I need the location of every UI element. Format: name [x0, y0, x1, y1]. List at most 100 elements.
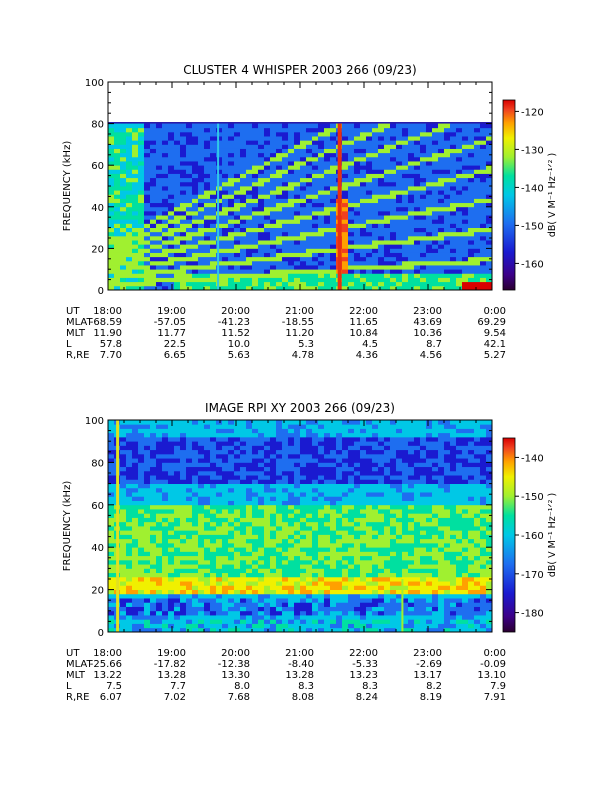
spectrogram-cell: [270, 581, 277, 586]
spectrogram-cell: [162, 136, 169, 141]
spectrogram-cell: [366, 281, 373, 287]
spectrogram-cell: [162, 534, 169, 540]
spectrogram-cell: [324, 206, 331, 212]
spectrogram-cell: [198, 269, 205, 274]
spectrogram-cell: [450, 152, 457, 158]
spectrogram-cell: [174, 581, 181, 586]
spectrogram-cell: [240, 144, 247, 149]
spectrogram-cell: [186, 210, 193, 216]
spectrogram-cell: [318, 240, 325, 245]
spectrogram-cell: [252, 581, 259, 586]
spectrogram-cell: [234, 248, 241, 253]
spectrogram-cell: [276, 504, 283, 510]
spectrogram-cell: [264, 281, 271, 287]
spectrogram-cell: [138, 576, 145, 582]
spectrogram-cell: [300, 555, 307, 561]
spectrogram-cell: [108, 466, 115, 472]
spectrogram-cell: [276, 492, 283, 497]
spectrogram-cell: [156, 610, 163, 616]
spectrogram-cell: [354, 513, 361, 518]
spectrogram-cell: [318, 466, 325, 472]
spectrogram-cell: [360, 169, 367, 174]
spectrogram-cell: [360, 500, 367, 506]
spectrogram-cell: [480, 256, 487, 262]
spectrogram-cell: [210, 619, 217, 624]
spectrogram-cell: [324, 470, 331, 476]
spectrogram-cell: [378, 235, 385, 241]
spectrogram-cell: [174, 619, 181, 624]
spectrogram-cell: [258, 285, 265, 291]
spectrogram-cell: [216, 479, 223, 484]
spectrogram-cell: [144, 420, 151, 425]
spectrogram-cell: [480, 173, 487, 179]
spectrogram-cell: [186, 428, 193, 434]
spectrogram-cell: [420, 144, 427, 149]
spectrogram-cell: [120, 606, 127, 612]
spectrogram-cell: [132, 627, 139, 633]
spectrogram-cell: [150, 190, 157, 195]
spectrogram-cell: [144, 492, 151, 497]
spectrogram-cell: [144, 547, 151, 552]
spectrogram-cell: [228, 235, 235, 241]
spectrogram-cell: [378, 555, 385, 561]
spectrogram-cell: [432, 202, 439, 208]
spectrogram-cell: [264, 453, 271, 459]
spectrogram-cell: [324, 156, 331, 162]
spectrogram-cell: [408, 131, 415, 137]
spectrogram-cell: [192, 420, 199, 425]
spectrogram-cell: [414, 202, 421, 208]
spectrogram-cell: [240, 181, 247, 187]
spectrogram-cell: [372, 248, 379, 253]
spectrogram-cell: [138, 585, 145, 590]
spectrogram-cell: [360, 538, 367, 544]
spectrogram-cell: [480, 215, 487, 220]
spectrogram-cell: [300, 441, 307, 446]
spectrogram-cell: [342, 593, 349, 599]
spectrogram-cell: [150, 564, 157, 569]
ephemeris-value: 20:00: [221, 306, 250, 317]
spectrogram-cell: [132, 123, 139, 129]
spectrogram-cell: [144, 576, 151, 582]
spectrogram-cell: [372, 572, 379, 578]
spectrogram-cell: [354, 534, 361, 540]
spectrogram-cell: [294, 436, 301, 442]
spectrogram-cell: [192, 534, 199, 540]
spectrogram-cell: [390, 123, 397, 129]
spectrogram-cell: [444, 240, 451, 245]
spectrogram-cell: [312, 252, 319, 258]
spectrogram-cell: [126, 610, 133, 616]
spectrogram-cell: [168, 593, 175, 599]
spectrogram-cell: [162, 542, 169, 548]
spectrogram-cell: [192, 202, 199, 208]
spectrogram-cell: [306, 136, 313, 141]
spectrogram-cell: [204, 177, 211, 183]
spectrogram-cell: [264, 161, 271, 166]
spectrogram-cell: [174, 542, 181, 548]
spectrogram-cell: [294, 564, 301, 569]
spectrogram-cell: [168, 504, 175, 510]
spectrogram-cell: [324, 186, 331, 191]
spectrogram-cell: [186, 475, 193, 480]
spectrogram-cell: [162, 152, 169, 158]
spectrogram-cell: [162, 610, 169, 616]
spectrogram-cell: [450, 194, 457, 199]
spectrogram-cell: [444, 269, 451, 274]
spectrogram-cell: [462, 252, 469, 258]
spectrogram-cell: [324, 589, 331, 595]
spectrogram-cell: [366, 248, 373, 253]
spectrogram-cell: [258, 509, 265, 514]
spectrogram-cell: [318, 547, 325, 552]
spectrogram-cell: [276, 572, 283, 578]
spectrogram-cell: [180, 610, 187, 616]
spectrogram-cell: [138, 244, 145, 249]
spectrogram-cell: [162, 227, 169, 233]
spectrogram-cell: [324, 277, 331, 283]
spectrogram-cell: [192, 526, 199, 531]
spectrogram-cell: [288, 285, 295, 291]
spectrogram-cell: [204, 462, 211, 468]
spectrogram-cell: [204, 441, 211, 446]
spectrogram-cell: [168, 589, 175, 595]
spectrogram-cell: [216, 441, 223, 446]
spectrogram-cell: [138, 593, 145, 599]
spectrogram-cell: [138, 215, 145, 220]
